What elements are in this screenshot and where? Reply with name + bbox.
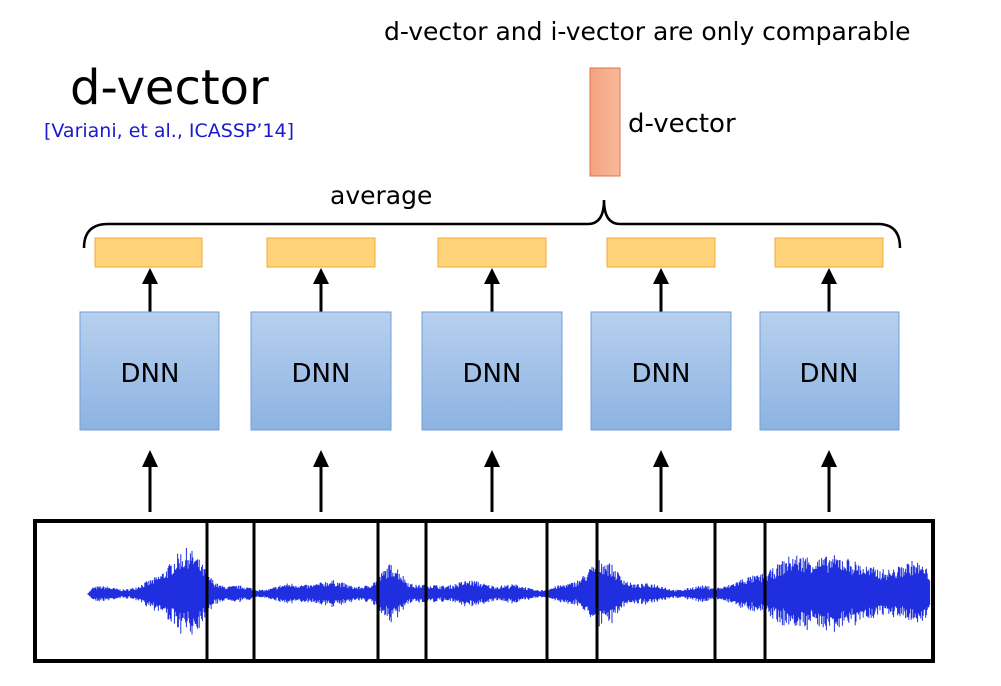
average-label: average <box>330 181 432 210</box>
citation: [Variani, et al., ICASSP’14] <box>44 120 294 142</box>
waveform-frame <box>33 519 935 663</box>
frame-vector <box>606 237 716 268</box>
average-brace <box>82 199 902 249</box>
segment-to-dnn-arrows <box>142 450 837 512</box>
dnn-box: DNN <box>79 311 220 431</box>
frame-vector <box>94 237 203 268</box>
dnn-to-vector-arrows <box>142 268 837 312</box>
frame-vector <box>266 237 376 268</box>
comparison-note: d-vector and i-vector are only comparabl… <box>384 17 911 46</box>
dnn-label: DNN <box>292 359 351 389</box>
speech-waveform <box>87 548 931 635</box>
dnn-box: DNN <box>759 311 900 431</box>
dnn-label: DNN <box>121 359 180 389</box>
dnn-box: DNN <box>590 311 732 431</box>
dnn-label: DNN <box>463 359 522 389</box>
frame-vector <box>437 237 547 268</box>
slide-title: d-vector <box>70 60 269 116</box>
dnn-label: DNN <box>800 359 859 389</box>
frame-vector <box>774 237 884 268</box>
dnn-box: DNN <box>421 311 563 431</box>
d-vector-bar <box>589 67 621 177</box>
d-vector-label: d-vector <box>628 109 736 139</box>
dnn-label: DNN <box>632 359 691 389</box>
dnn-box: DNN <box>250 311 392 431</box>
segment-dividers <box>205 521 767 661</box>
